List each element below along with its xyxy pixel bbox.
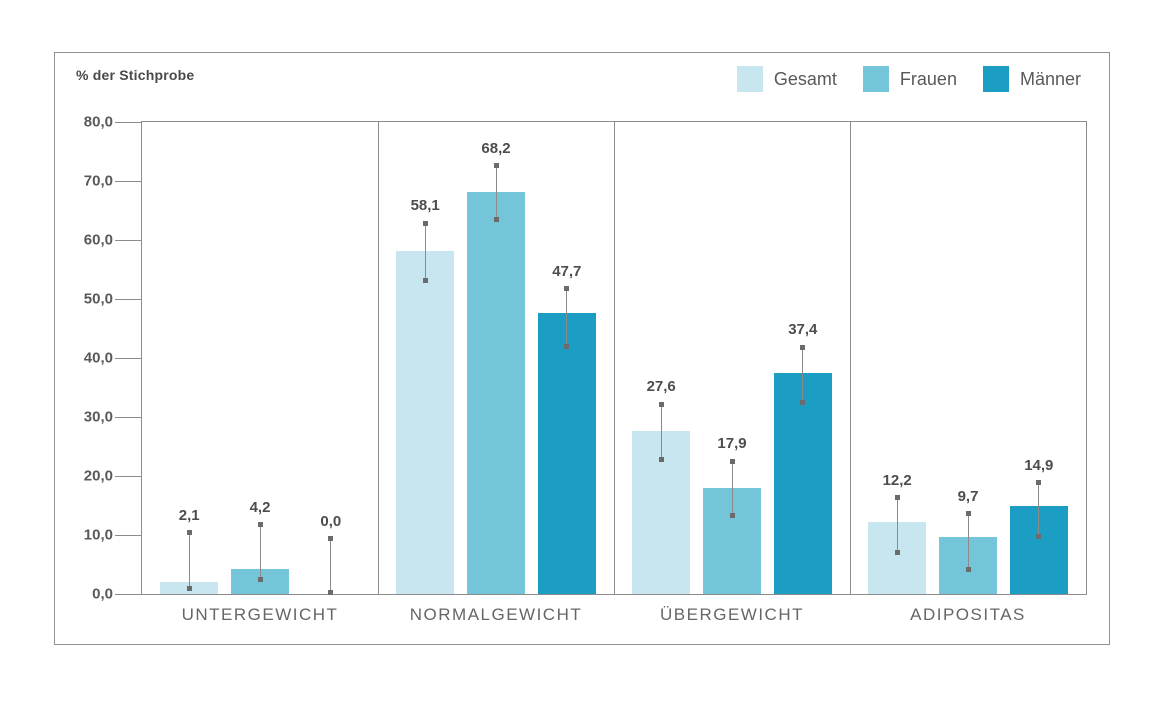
error-bar-frauen-untergewicht — [259, 524, 261, 580]
value-label-maenner-normalgewicht: 47,7 — [552, 262, 582, 280]
error-bar-maenner-adipositas — [1038, 482, 1040, 537]
error-bar-cap-gesamt-untergewicht — [186, 585, 192, 591]
value-label-maenner-uebergewicht: 37,4 — [788, 321, 818, 339]
error-bar-cap-gesamt-uebergewicht — [658, 401, 664, 407]
legend-label: Männer — [1019, 68, 1081, 89]
y-tick-mark — [115, 239, 141, 241]
error-bar-cap-frauen-normalgewicht — [493, 163, 499, 169]
legend-swatch-icon — [982, 66, 1009, 92]
error-bar-cap-frauen-normalgewicht — [493, 217, 499, 223]
error-bar-cap-frauen-untergewicht — [257, 522, 263, 528]
category-label-untergewicht: UNTERGEWICHT — [181, 605, 339, 624]
value-label-frauen-adipositas: 9,7 — [957, 487, 979, 505]
y-tick-label: 50,0 — [83, 290, 113, 308]
error-bar-cap-maenner-adipositas — [1036, 534, 1042, 540]
category-label-adipositas: ADIPOSITAS — [910, 605, 1026, 624]
legend: Gesamt Frauen Männer — [736, 66, 1081, 92]
y-tick-mark — [115, 298, 141, 300]
error-bar-cap-gesamt-adipositas — [894, 549, 900, 555]
value-label-frauen-untergewicht: 4,2 — [249, 498, 271, 516]
y-axis: 0,0 10,0 20,0 30,0 40,0 50,0 60,0 70,0 80,0 — [55, 114, 113, 603]
error-bar-gesamt-untergewicht — [188, 532, 190, 589]
y-tick-label: 40,0 — [83, 349, 113, 367]
error-bar-cap-frauen-uebergewicht — [729, 513, 735, 519]
error-bar-frauen-normalgewicht — [495, 165, 497, 220]
error-bar-gesamt-normalgewicht — [424, 223, 426, 281]
error-bar-cap-gesamt-untergewicht — [186, 530, 192, 536]
value-label-gesamt-normalgewicht: 58,1 — [410, 197, 440, 215]
error-bar-cap-gesamt-uebergewicht — [658, 456, 664, 462]
y-tick-label: 30,0 — [83, 408, 113, 426]
y-tick-mark — [115, 357, 141, 359]
panel-separator — [613, 122, 615, 594]
error-bar-gesamt-uebergewicht — [660, 404, 662, 460]
y-tick-label: 20,0 — [83, 467, 113, 485]
panel-separator — [377, 122, 379, 594]
error-bar-maenner-untergewicht — [330, 538, 332, 593]
error-bar-cap-maenner-untergewicht — [328, 536, 334, 542]
error-bar-cap-maenner-normalgewicht — [564, 343, 570, 349]
y-tick-mark — [115, 121, 141, 123]
panel-separator — [849, 122, 851, 594]
bar-maenner-uebergewicht — [773, 373, 832, 594]
bar-gesamt-normalgewicht — [396, 251, 455, 594]
error-bar-cap-frauen-adipositas — [965, 511, 971, 517]
error-bar-frauen-adipositas — [967, 513, 969, 570]
value-label-gesamt-adipositas: 12,2 — [882, 471, 912, 489]
y-tick-label: 60,0 — [83, 231, 113, 249]
legend-swatch-icon — [862, 66, 889, 92]
error-bar-cap-maenner-adipositas — [1036, 480, 1042, 485]
value-label-frauen-normalgewicht: 68,2 — [481, 139, 511, 157]
error-bar-cap-gesamt-adipositas — [894, 495, 900, 501]
x-axis-labels: UNTERGEWICHT NORMALGEWICHT ÜBERGEWICHT ADIP… — [55, 605, 1109, 629]
y-tick-label: 10,0 — [83, 526, 113, 544]
error-bar-cap-frauen-untergewicht — [257, 577, 263, 583]
error-bar-cap-frauen-adipositas — [965, 566, 971, 572]
legend-label: Gesamt — [773, 68, 837, 89]
y-tick-mark — [115, 475, 141, 477]
legend-label: Frauen — [899, 68, 957, 89]
value-label-gesamt-untergewicht: 2,1 — [178, 506, 200, 524]
error-bar-maenner-normalgewicht — [566, 288, 568, 347]
error-bar-cap-frauen-uebergewicht — [729, 458, 735, 464]
error-bar-cap-gesamt-normalgewicht — [422, 277, 428, 283]
value-label-frauen-uebergewicht: 17,9 — [717, 435, 747, 453]
error-bar-cap-maenner-untergewicht — [328, 589, 334, 595]
error-bar-maenner-uebergewicht — [802, 347, 804, 403]
error-bar-cap-gesamt-normalgewicht — [422, 220, 428, 226]
y-tick-label: 0,0 — [92, 585, 113, 603]
bar-maenner-normalgewicht — [537, 312, 596, 594]
y-tick-mark — [115, 180, 141, 182]
error-bar-cap-maenner-uebergewicht — [800, 400, 806, 406]
y-tick-label: 80,0 — [83, 113, 113, 131]
chart-frame: % der Stichprobe Gesamt Frauen Männer 0,0 1… — [54, 52, 1110, 645]
legend-item-gesamt: Gesamt — [736, 66, 837, 92]
y-tick-mark — [115, 593, 141, 595]
y-tick-mark — [115, 534, 141, 536]
value-label-maenner-untergewicht: 0,0 — [320, 512, 342, 530]
legend-swatch-icon — [736, 66, 763, 92]
y-axis-title: % der Stichprobe — [76, 67, 195, 83]
value-label-gesamt-uebergewicht: 27,6 — [646, 378, 676, 396]
y-tick-mark — [115, 416, 141, 418]
plot-area: 2,1 4,2 0,0 58,1 68,2 47,7 27,6 17,9 37,4 12,2 9,7… — [141, 121, 1087, 595]
value-label-maenner-adipositas: 14,9 — [1024, 456, 1054, 474]
y-tick-label: 70,0 — [83, 172, 113, 190]
category-label-normalgewicht: NORMALGEWICHT — [409, 605, 583, 624]
bar-frauen-normalgewicht — [467, 191, 525, 594]
legend-item-maenner: Männer — [982, 66, 1081, 92]
error-bar-cap-maenner-uebergewicht — [800, 344, 806, 350]
error-bar-cap-maenner-normalgewicht — [564, 286, 570, 292]
error-bar-frauen-uebergewicht — [731, 461, 733, 516]
legend-item-frauen: Frauen — [862, 66, 957, 92]
error-bar-gesamt-adipositas — [896, 497, 898, 553]
category-label-uebergewicht: ÜBERGEWICHT — [660, 605, 804, 624]
